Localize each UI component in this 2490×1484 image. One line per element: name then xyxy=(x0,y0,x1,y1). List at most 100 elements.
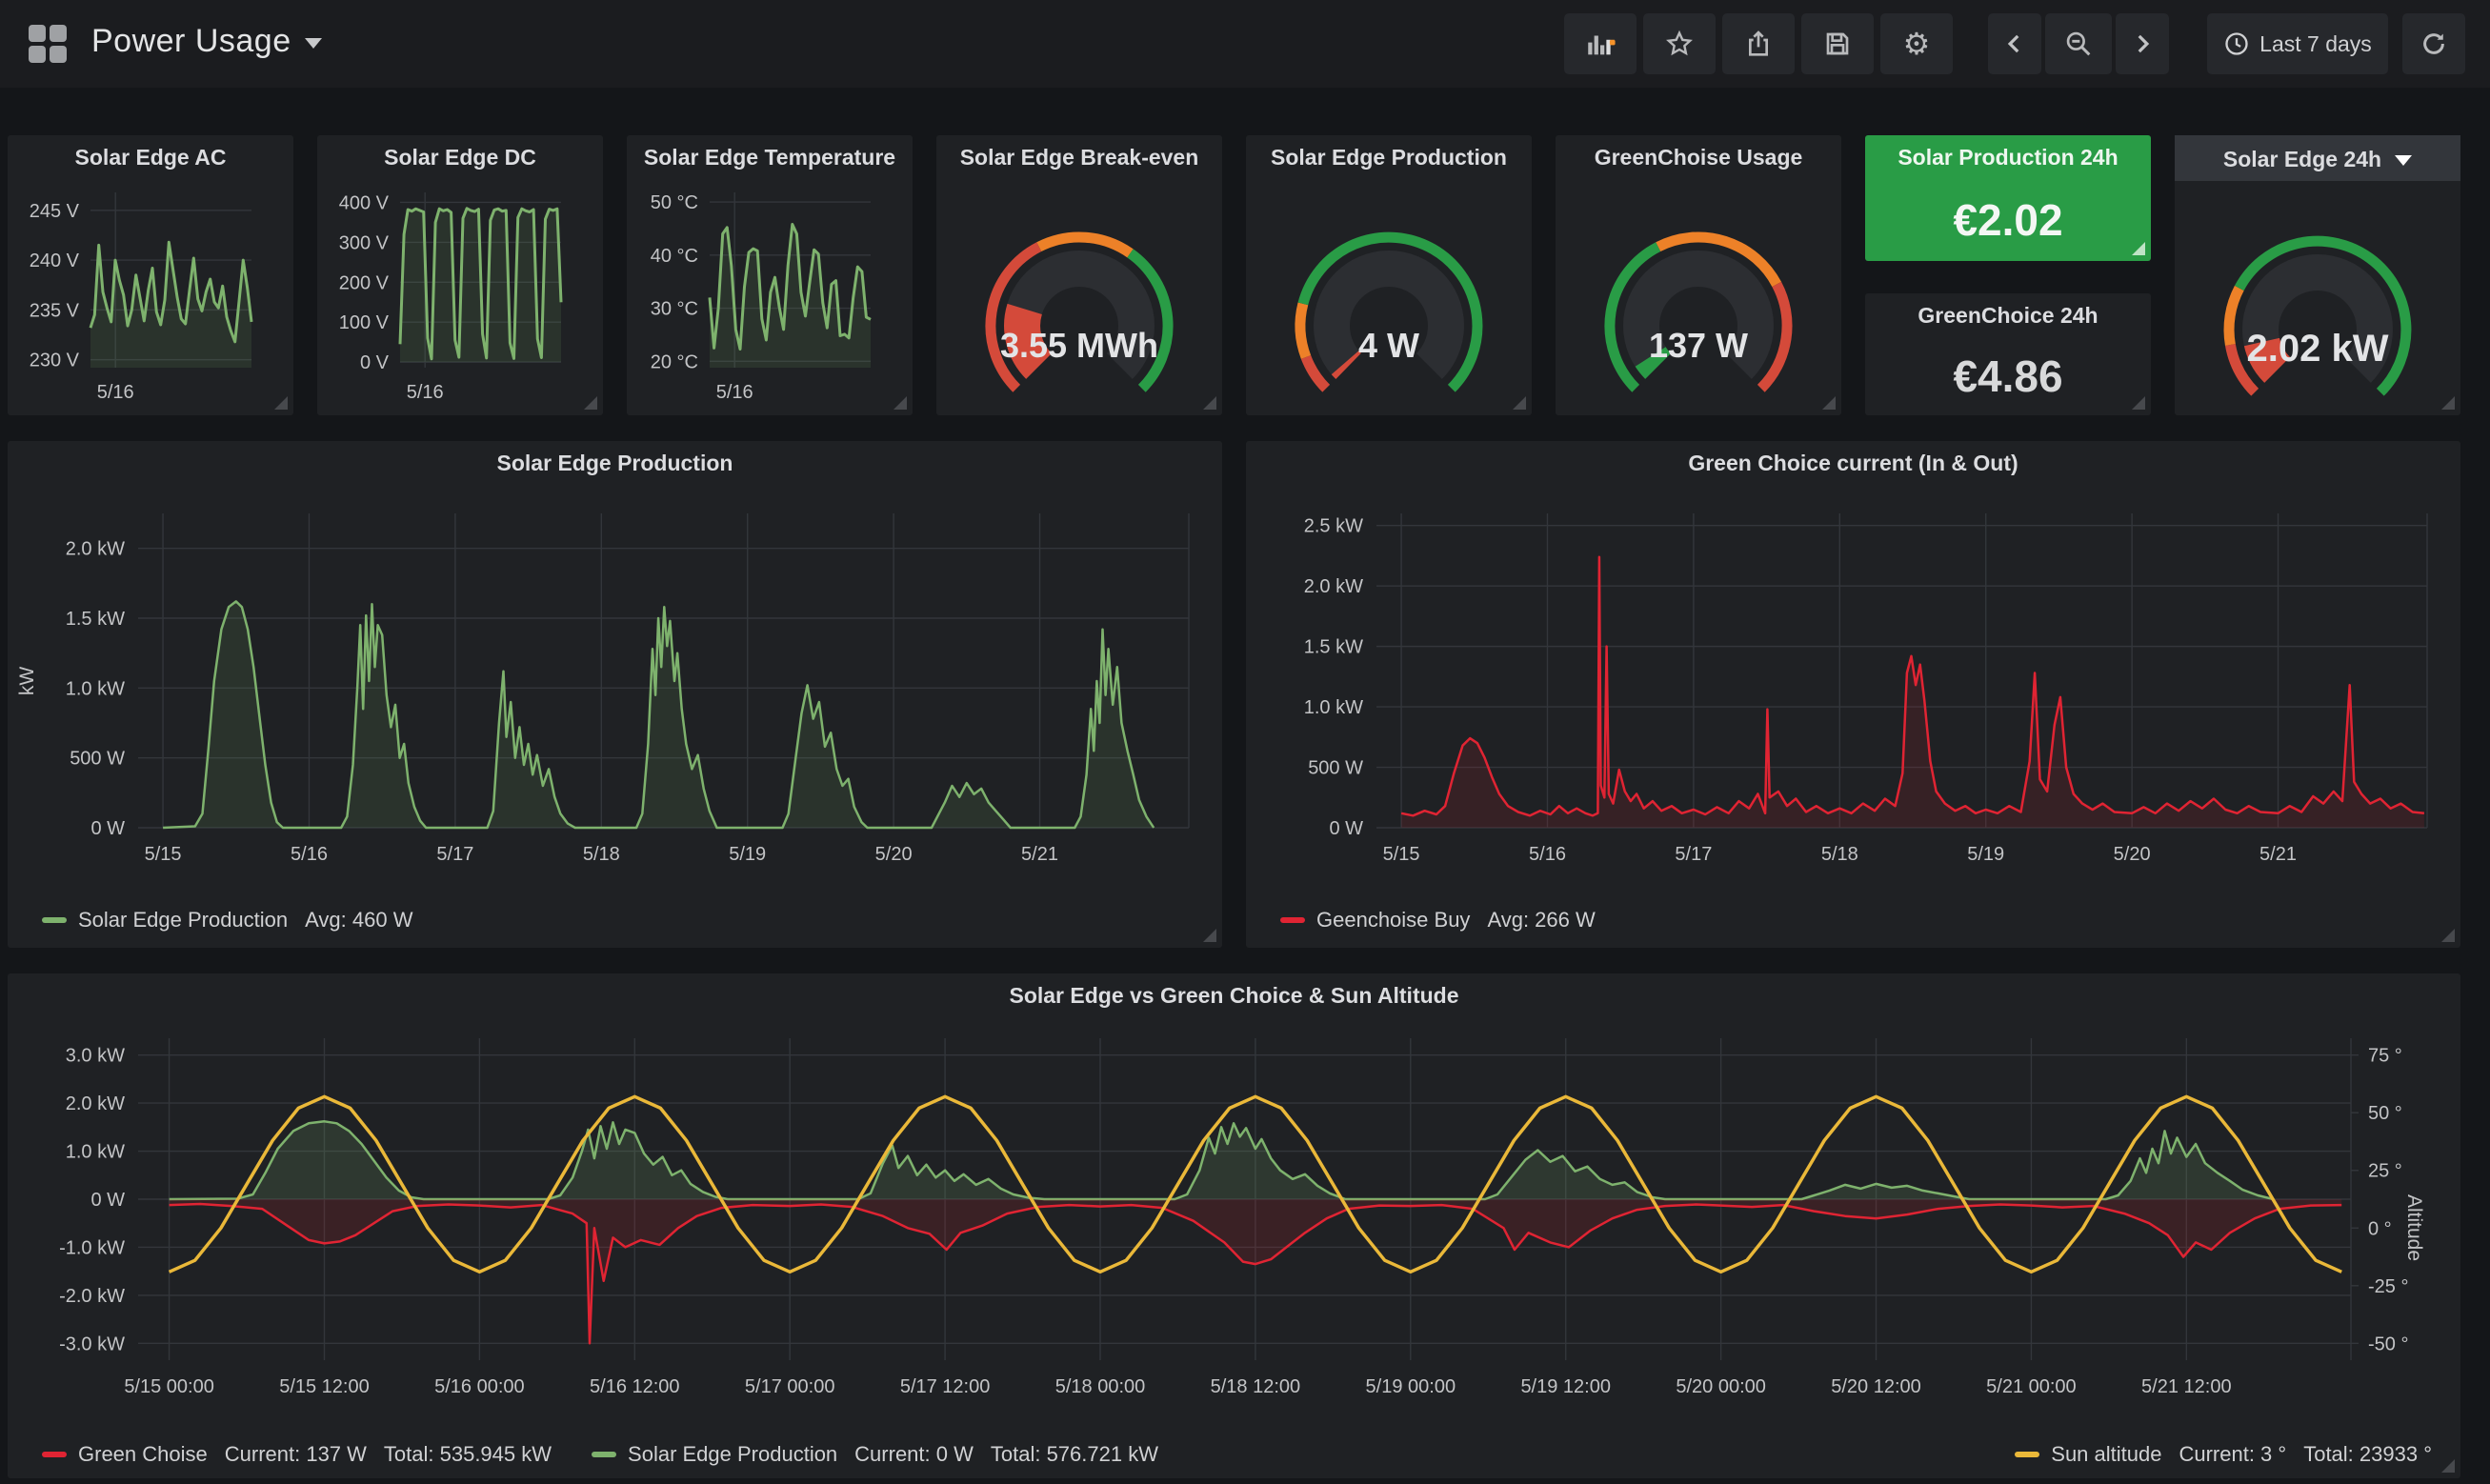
axis-tick-label: 5/16 00:00 xyxy=(434,1376,525,1397)
axis-tick-label: 230 V xyxy=(30,351,80,371)
resize-handle[interactable] xyxy=(1513,396,1526,410)
resize-handle[interactable] xyxy=(1822,396,1836,410)
legend-series-color xyxy=(2015,1452,2040,1457)
production-gauge[interactable] xyxy=(1246,173,1532,415)
usage-gauge[interactable] xyxy=(1556,173,1841,415)
resize-handle[interactable] xyxy=(2132,242,2145,255)
legend-total: Total: 23933 ° xyxy=(2303,1442,2432,1466)
solar-edge-24h-gauge[interactable] xyxy=(2175,177,2460,415)
axis-tick-label: 5/21 xyxy=(1021,844,1058,865)
resize-handle[interactable] xyxy=(1203,929,1216,942)
axis-tick-label: 5/15 xyxy=(1383,844,1420,865)
resize-handle[interactable] xyxy=(1203,396,1216,410)
panel-title[interactable]: Solar Edge Production xyxy=(496,451,733,475)
share-button[interactable] xyxy=(1722,13,1795,74)
panel-title[interactable]: Solar Edge AC xyxy=(74,145,227,170)
legend-current: Current: 3 ° xyxy=(2179,1442,2287,1466)
axis-tick-label: 3.0 kW xyxy=(66,1046,125,1067)
share-icon xyxy=(1749,30,1768,56)
axis-tick-label: 5/18 12:00 xyxy=(1211,1376,1301,1397)
gear-icon: ⚙ xyxy=(1902,27,1931,61)
legend-label: Geenchoise Buy xyxy=(1316,908,1471,932)
series-line xyxy=(398,207,563,361)
axis-tick-label: 5/18 xyxy=(1821,844,1858,865)
legend-item[interactable]: Solar Edge Production Avg: 460 W xyxy=(42,908,412,933)
axis-tick-label: 5/20 xyxy=(2114,844,2151,865)
refresh-button[interactable] xyxy=(2402,13,2465,74)
axis-tick-label: 2.0 kW xyxy=(66,1093,125,1114)
panel-solar-edge-breakeven: Solar Edge Break-even 3.55 MWh xyxy=(936,135,1222,415)
panel-header[interactable]: Solar Edge 24h xyxy=(2175,135,2460,181)
axis-tick-label: 1.5 kW xyxy=(1304,637,1363,658)
panel-title[interactable]: Solar Edge DC xyxy=(384,145,536,170)
axis-tick-label: 5/19 xyxy=(729,844,766,865)
panel-greenchoice-current-chart: Green Choice current (In & Out) 2.5 kW 2.… xyxy=(1246,441,2460,948)
settings-button[interactable]: ⚙ xyxy=(1880,13,1953,74)
axis-tick-label: 500 W xyxy=(1308,758,1363,779)
combined-timeseries[interactable]: 3.0 kW 2.0 kW 1.0 kW 0 W -1.0 kW -2.0 kW -3.0 … xyxy=(8,1012,2460,1440)
resize-handle[interactable] xyxy=(2441,396,2455,410)
legend-item[interactable]: Sun altitude Current: 3 ° Total: 23933 ° xyxy=(2015,1442,2432,1467)
resize-handle[interactable] xyxy=(894,396,907,410)
legend-item[interactable]: Geenchoise Buy Avg: 266 W xyxy=(1280,908,1596,933)
legend-label: Sun altitude xyxy=(2051,1442,2162,1466)
time-back-button[interactable] xyxy=(1988,13,2041,74)
axis-tick-label: 100 V xyxy=(339,312,390,333)
greenchoice-timeseries[interactable]: 2.5 kW 2.0 kW 1.5 kW 1.0 kW 500 W 0 W 5/15 5/16… xyxy=(1246,479,2460,910)
solar-edge-ac-chart[interactable]: 245 V 240 V 235 V 230 V 5/16 xyxy=(8,173,293,415)
resize-handle[interactable] xyxy=(2132,396,2145,410)
panel-title[interactable]: Solar Edge vs Green Choice & Sun Altitud… xyxy=(1009,983,1459,1008)
time-range-button[interactable]: Last 7 days xyxy=(2207,13,2388,74)
panel-title[interactable]: Solar Edge Production xyxy=(1271,145,1507,170)
panel-title[interactable]: Solar Production 24h xyxy=(1898,145,2119,170)
solar-production-timeseries[interactable]: 2.0 kW 1.5 kW 1.0 kW 500 W 0 W 5/15 5/16 5/17 5/… xyxy=(8,479,1222,910)
solar-edge-temperature-chart[interactable]: 50 °C 40 °C 30 °C 20 °C 5/16 xyxy=(627,173,913,415)
save-button[interactable] xyxy=(1801,13,1874,74)
gauge-threshold-segment xyxy=(2223,285,2244,346)
axis-tick-label: 5/18 xyxy=(583,844,620,865)
axis-tick-label: 5/15 00:00 xyxy=(124,1376,214,1397)
axis-tick-label: 5/20 xyxy=(875,844,913,865)
gauge-threshold-segment xyxy=(1757,281,1793,392)
panel-title[interactable]: GreenChoise Usage xyxy=(1594,145,1803,170)
axis-tick-label: 235 V xyxy=(30,300,80,321)
add-panel-button[interactable] xyxy=(1564,13,1637,74)
axis-tick-label: 0 V xyxy=(360,352,390,373)
zoom-out-button[interactable] xyxy=(2045,13,2112,74)
resize-handle[interactable] xyxy=(2441,1459,2455,1473)
axis-tick-label: 2.5 kW xyxy=(1304,516,1363,537)
legend-current: Current: 137 W xyxy=(224,1442,367,1466)
axis-tick-label: 1.5 kW xyxy=(66,609,125,630)
resize-handle[interactable] xyxy=(2441,929,2455,942)
sidemenu-grid-icon[interactable] xyxy=(29,25,67,63)
axis-tick-label: 5/16 xyxy=(291,844,328,865)
dashboard-title[interactable]: Power Usage xyxy=(91,23,322,60)
axis-tick-label: 5/19 00:00 xyxy=(1366,1376,1456,1397)
resize-handle[interactable] xyxy=(274,396,288,410)
axis-tick-label: 0 W xyxy=(1329,818,1363,839)
magnifier-minus-icon xyxy=(2066,31,2091,56)
breakeven-gauge[interactable] xyxy=(936,173,1222,415)
legend-item[interactable]: Solar Edge Production Current: 0 W Total… xyxy=(592,1442,1158,1467)
resize-handle[interactable] xyxy=(584,396,597,410)
legend: Green Choise Current: 137 W Total: 535.9… xyxy=(42,1442,2432,1467)
panel-title[interactable]: GreenChoice 24h xyxy=(1918,303,2098,328)
axis-tick-label: 5/17 00:00 xyxy=(745,1376,835,1397)
panel-title[interactable]: Solar Edge Temperature xyxy=(643,145,896,170)
panel-title[interactable]: Green Choice current (In & Out) xyxy=(1688,451,2018,475)
axis-tick-label: 1.0 kW xyxy=(66,1142,125,1163)
gauge-background-band xyxy=(1623,250,1774,379)
chevron-left-icon xyxy=(2007,34,2019,53)
axis-tick-label: -50 ° xyxy=(2368,1334,2408,1354)
legend-item[interactable]: Green Choise Current: 137 W Total: 535.9… xyxy=(42,1442,552,1467)
gauge-background-band xyxy=(2242,253,2393,383)
star-button[interactable] xyxy=(1643,13,1716,74)
panel-title[interactable]: Solar Edge Break-even xyxy=(959,145,1199,170)
axis-tick-label: 20 °C xyxy=(651,351,698,372)
solar-edge-dc-chart[interactable]: 400 V 300 V 200 V 100 V 0 V 5/16 xyxy=(317,173,603,415)
axis-tick-label: 5/17 xyxy=(436,844,473,865)
time-forward-button[interactable] xyxy=(2116,13,2169,74)
axis-tick-label: 2.0 kW xyxy=(66,539,125,560)
panel-solar-production-24h: Solar Production 24h €2.02 xyxy=(1865,135,2151,261)
panel-solar-edge-production-gauge: Solar Edge Production 4 W xyxy=(1246,135,1532,415)
